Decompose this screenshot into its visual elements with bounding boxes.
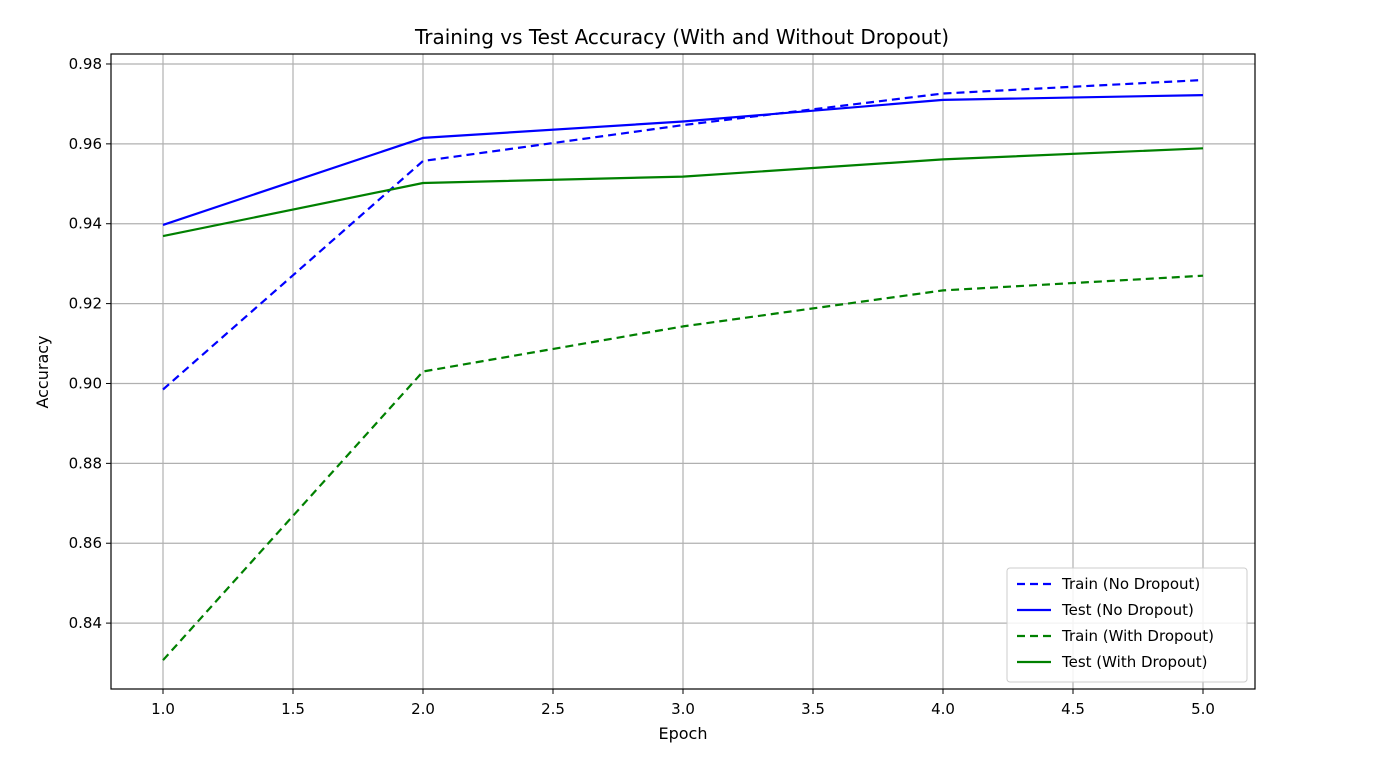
legend-box — [1006, 567, 1248, 683]
x-axis-title: Epoch — [659, 724, 708, 743]
legend-label: Train (No Dropout) — [1061, 575, 1200, 593]
x-tick-label: 3.5 — [801, 700, 825, 718]
chart-title: Training vs Test Accuracy (With and With… — [414, 25, 949, 49]
y-tick-label: 0.92 — [69, 295, 102, 313]
grid — [111, 54, 1255, 689]
legend-label: Train (With Dropout) — [1061, 627, 1214, 645]
series-line-test-no-dropout — [162, 94, 1204, 226]
x-tick-label: 5.0 — [1191, 700, 1215, 718]
x-tick-label: 1.0 — [151, 700, 175, 718]
x-tick-label: 4.5 — [1061, 700, 1085, 718]
y-tick-label: 0.84 — [69, 614, 102, 632]
y-tick-label: 0.96 — [69, 135, 102, 153]
x-tick-label: 2.5 — [541, 700, 565, 718]
y-tick-label: 0.86 — [69, 534, 102, 552]
y-tick-label: 0.98 — [69, 55, 102, 73]
x-tick-label: 2.0 — [411, 700, 435, 718]
y-tick-label: 0.88 — [69, 454, 102, 472]
x-tick-label: 1.5 — [281, 700, 305, 718]
legend-label: Test (With Dropout) — [1061, 653, 1208, 671]
x-tick-label: 4.0 — [931, 700, 955, 718]
legend: Train (No Dropout) Test (No Dropout) Train… — [1006, 567, 1248, 683]
x-tick-label: 3.0 — [671, 700, 695, 718]
y-axis-title: Accuracy — [33, 335, 52, 408]
series-line-train-with-dropout — [162, 274, 1204, 661]
y-tick-label: 0.94 — [69, 215, 102, 233]
y-tick-label: 0.90 — [69, 374, 102, 392]
legend-label: Test (No Dropout) — [1061, 601, 1194, 619]
series-lines — [162, 78, 1204, 661]
series-line-test-with-dropout — [162, 147, 1204, 238]
axis-ticks: 1.0 1.5 2.0 2.5 3.0 3.5 4.0 4.5 5.0 0.84 0.86 0.88 0… — [69, 55, 1215, 718]
